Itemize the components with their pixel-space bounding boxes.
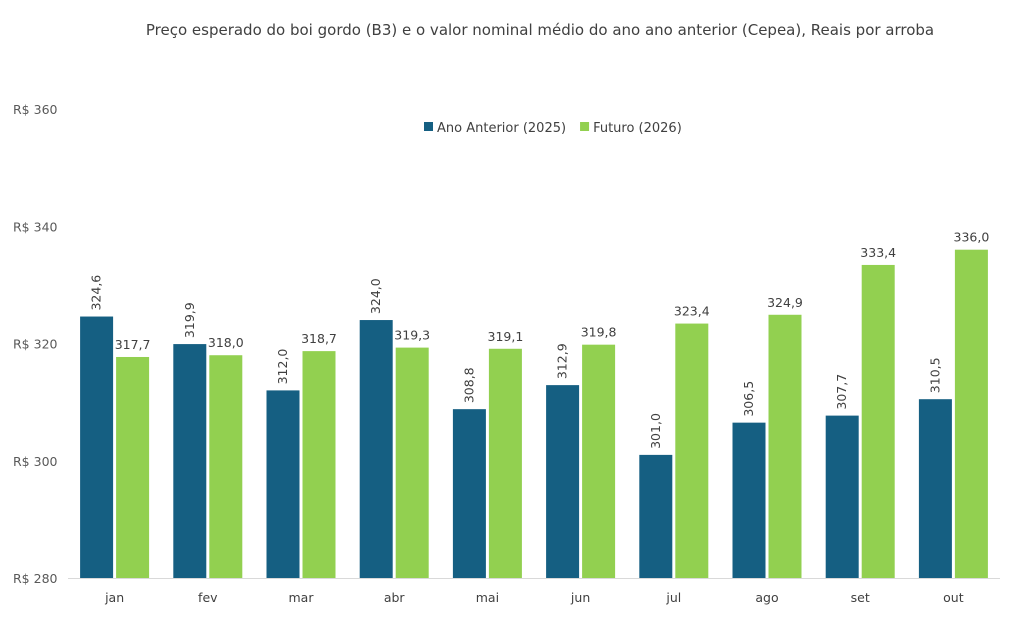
y-tick-label: R$ 280 xyxy=(13,571,58,586)
data-label: 306,5 xyxy=(741,381,756,417)
data-label: 333,4 xyxy=(860,245,896,260)
data-label: 308,8 xyxy=(461,367,476,403)
data-label: 301,0 xyxy=(648,413,663,449)
bar-futuro-ago xyxy=(768,314,802,578)
data-label: 319,3 xyxy=(394,328,430,343)
bar-ano-anterior-mai xyxy=(452,409,486,578)
bar-futuro-mar xyxy=(302,351,336,578)
bar-futuro-mai xyxy=(488,348,522,578)
bar-ano-anterior-mar xyxy=(266,390,300,578)
x-tick-label: out xyxy=(943,590,964,605)
data-label: 310,5 xyxy=(927,357,942,393)
data-label: 319,9 xyxy=(182,302,197,338)
x-tick-label: mar xyxy=(289,590,315,605)
data-label: 307,7 xyxy=(834,374,849,410)
y-axis: R$ 280 R$ 300 R$ 320 R$ 340 R$ 360 xyxy=(13,102,58,586)
legend-label: Ano Anterior (2025) xyxy=(437,121,566,136)
bar-futuro-abr xyxy=(395,347,429,578)
bar-futuro-set xyxy=(861,264,895,578)
bar-ano-anterior-jan xyxy=(80,316,114,578)
data-label: 318,7 xyxy=(301,331,337,346)
x-tick-label: jul xyxy=(665,590,681,605)
x-tick-label: set xyxy=(851,590,870,605)
data-label: 317,7 xyxy=(115,337,151,352)
x-tick-label: fev xyxy=(198,590,218,605)
x-tick-label: jan xyxy=(104,590,124,605)
data-label: 323,4 xyxy=(674,304,710,319)
data-label: 318,0 xyxy=(208,335,244,350)
data-label: 324,6 xyxy=(89,275,104,311)
y-tick-label: R$ 360 xyxy=(13,102,58,117)
data-label: 336,0 xyxy=(954,230,990,245)
bar-futuro-out xyxy=(954,249,988,578)
bar-ano-anterior-ago xyxy=(732,422,766,578)
bar-ano-anterior-jul xyxy=(639,454,673,578)
bar-futuro-jun xyxy=(582,344,616,578)
bar-ano-anterior-fev xyxy=(173,344,207,578)
data-label: 312,0 xyxy=(275,349,290,385)
y-tick-label: R$ 300 xyxy=(13,454,58,469)
data-label: 312,9 xyxy=(555,343,570,379)
bars: 324,6 317,7 319,9 318,0 312,0 318,7 324,0 319,3… xyxy=(80,230,989,578)
chart-title: Preço esperado do boi gordo (B3) e o val… xyxy=(146,21,934,39)
x-tick-label: jun xyxy=(570,590,590,605)
data-label: 324,0 xyxy=(368,278,383,314)
data-label: 324,9 xyxy=(767,295,803,310)
x-axis: jan fev mar abr mai jun jul ago set out xyxy=(68,578,1000,605)
bar-ano-anterior-out xyxy=(918,399,952,578)
bar-ano-anterior-jun xyxy=(546,385,580,578)
bar-futuro-fev xyxy=(209,355,243,578)
bar-ano-anterior-set xyxy=(825,415,859,578)
data-label: 319,1 xyxy=(488,329,524,344)
bar-ano-anterior-abr xyxy=(359,320,393,578)
x-tick-label: ago xyxy=(755,590,778,605)
x-tick-label: mai xyxy=(476,590,499,605)
y-tick-label: R$ 340 xyxy=(13,219,58,234)
legend-swatch xyxy=(580,122,590,131)
legend-label: Futuro (2026) xyxy=(593,121,682,136)
legend: Ano Anterior (2025) Futuro (2026) xyxy=(424,121,682,136)
x-tick-label: abr xyxy=(384,590,406,605)
bar-futuro-jan xyxy=(116,356,150,578)
bar-futuro-jul xyxy=(675,323,709,578)
y-tick-label: R$ 320 xyxy=(13,337,58,352)
data-label: 319,8 xyxy=(581,325,617,340)
legend-swatch xyxy=(424,122,433,131)
